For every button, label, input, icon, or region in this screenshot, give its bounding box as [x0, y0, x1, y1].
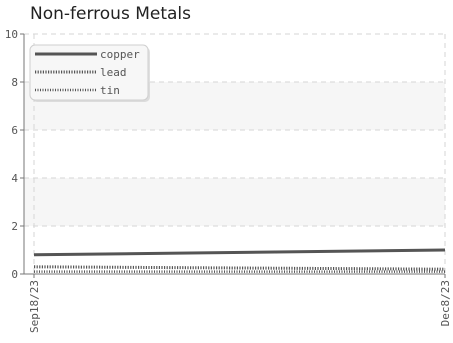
y-tick-label: 4 — [11, 172, 18, 185]
legend-box — [29, 44, 149, 101]
series-lines — [33, 248, 446, 273]
series-line-copper — [33, 248, 446, 257]
x-tick-label: Sep18/23 — [28, 280, 41, 333]
series-line-lead — [33, 265, 446, 271]
plot-bands — [24, 82, 445, 226]
chart-title: Non-ferrous Metals — [30, 4, 192, 24]
y-tick-label: 0 — [11, 268, 18, 281]
legend: copper lead tin — [29, 44, 150, 102]
y-tick-label: 10 — [5, 28, 18, 41]
axes — [23, 34, 445, 275]
y-tick-labels: 0 2 4 6 8 10 — [5, 28, 24, 281]
y-tick-label: 2 — [11, 220, 18, 233]
legend-label-copper: copper — [100, 48, 140, 61]
legend-label-lead: lead — [100, 66, 127, 79]
legend-label-tin: tin — [100, 84, 120, 97]
x-tick-labels: Sep18/23 Dec8/23 — [28, 274, 452, 333]
y-tick-label: 6 — [11, 124, 18, 137]
y-tick-label: 8 — [11, 76, 18, 89]
x-tick-label: Dec8/23 — [439, 280, 452, 326]
plot-band — [24, 178, 445, 226]
